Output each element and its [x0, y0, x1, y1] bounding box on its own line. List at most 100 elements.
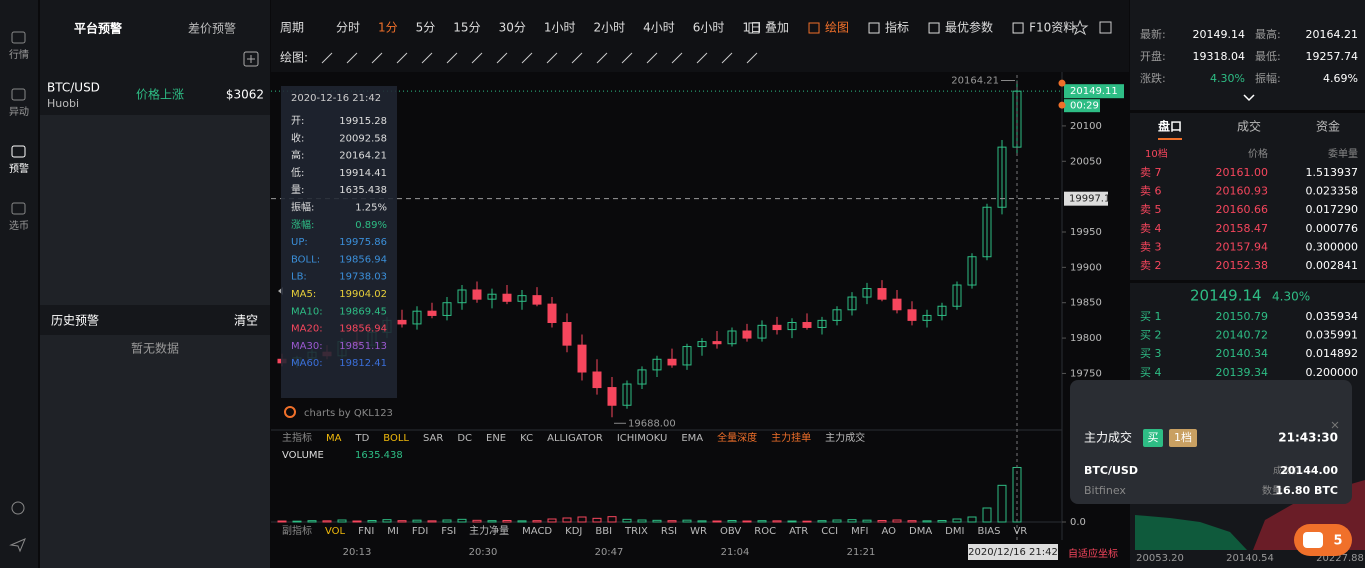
indicator-button[interactable]: KC — [520, 433, 533, 444]
indicator-button[interactable]: ATR — [789, 526, 808, 537]
action-button[interactable]: F10资料 — [1029, 21, 1075, 35]
indicator-button[interactable]: CCI — [821, 526, 838, 537]
draw-tool[interactable] — [371, 52, 383, 64]
indicator-button[interactable]: BIAS — [977, 526, 1000, 537]
nav-label[interactable]: 异动 — [9, 106, 29, 118]
period-button[interactable]: 15分 — [453, 21, 480, 35]
period-button[interactable]: 30分 — [499, 21, 526, 35]
indicator-button[interactable]: FNI — [358, 526, 374, 537]
tab[interactable]: 平台预警 — [74, 21, 122, 36]
draw-tool[interactable] — [646, 52, 658, 64]
indicator-button[interactable]: TRIX — [624, 526, 648, 537]
popup-side: 买 — [1148, 431, 1159, 444]
nav-icon[interactable] — [11, 202, 26, 215]
indicator-button[interactable]: DC — [457, 433, 472, 444]
indicator-button[interactable]: BBI — [595, 526, 612, 537]
draw-tool[interactable] — [621, 52, 633, 64]
draw-tool[interactable] — [446, 52, 458, 64]
nav-label[interactable]: 预警 — [9, 162, 29, 175]
draw-tool[interactable] — [421, 52, 433, 64]
nav-icon[interactable] — [11, 31, 26, 44]
draw-tool[interactable] — [746, 52, 758, 64]
market-tab[interactable]: 盘口 — [1158, 119, 1182, 134]
nav-label[interactable]: 选币 — [9, 219, 29, 232]
book-price: 20161.00 — [1216, 166, 1269, 179]
indicator-button[interactable]: ALLIGATOR — [547, 433, 603, 444]
fullscreen-icon[interactable] — [1099, 21, 1112, 34]
draw-tool[interactable] — [671, 52, 683, 64]
volume-bar — [562, 517, 572, 523]
indicator-button[interactable]: FDI — [412, 526, 428, 537]
indicator-button[interactable]: TD — [354, 433, 369, 444]
period-button[interactable]: 1分 — [378, 21, 398, 35]
close-icon[interactable] — [1331, 421, 1339, 429]
indicator-button[interactable]: ENE — [486, 433, 506, 444]
indicator-button[interactable]: 主力挂单 — [771, 431, 811, 444]
settings-icon[interactable] — [11, 501, 25, 515]
indicator-button[interactable]: ICHIMOKU — [617, 433, 668, 444]
send-icon[interactable] — [9, 538, 26, 553]
nav-icon[interactable] — [11, 88, 26, 101]
draw-tool[interactable] — [496, 52, 508, 64]
indicator-button[interactable]: DMA — [909, 526, 932, 537]
draw-tool[interactable] — [396, 52, 408, 64]
stat-value: 19318.04 — [1193, 50, 1246, 63]
market-tab[interactable]: 资金 — [1316, 119, 1340, 134]
indicator-button[interactable]: 主指标 — [282, 431, 312, 444]
indicator-button[interactable]: 副指标 — [282, 524, 312, 537]
indicator-button[interactable]: 主力成交 — [825, 431, 865, 444]
draw-tool[interactable] — [546, 52, 558, 64]
indicator-button[interactable]: BOLL — [383, 433, 409, 444]
indicator-button[interactable]: ROC — [754, 526, 776, 537]
draw-tool[interactable] — [596, 52, 608, 64]
nav-label[interactable]: 行情 — [9, 48, 29, 61]
clear-button[interactable]: 清空 — [234, 314, 258, 328]
indicator-button[interactable]: MACD — [522, 526, 552, 537]
period-button[interactable]: 1小时 — [544, 21, 576, 35]
indicator-button[interactable]: SAR — [423, 433, 443, 444]
action-button[interactable]: 最优参数 — [945, 20, 993, 35]
draw-tool[interactable] — [721, 52, 733, 64]
period-button[interactable]: 5分 — [416, 21, 436, 35]
indicator-button[interactable]: MA — [326, 433, 342, 444]
tab[interactable]: 差价预警 — [188, 21, 236, 36]
add-button[interactable] — [243, 51, 259, 67]
draw-tool[interactable] — [521, 52, 533, 64]
indicator-button[interactable]: 全量深度 — [717, 431, 757, 444]
action-button[interactable]: 叠加 — [765, 21, 789, 35]
indicator-button[interactable]: EMA — [681, 433, 703, 444]
nav-icon[interactable] — [11, 145, 26, 158]
depth-select[interactable]: 10档 — [1145, 147, 1168, 160]
period-button[interactable]: 2小时 — [594, 21, 626, 35]
indicator-button[interactable]: AO — [881, 526, 896, 537]
section-title: 历史预警 — [51, 313, 99, 328]
draw-tool[interactable] — [321, 52, 333, 64]
star-icon[interactable] — [1071, 19, 1089, 36]
period-button[interactable]: 4小时 — [643, 21, 675, 35]
auto-scale[interactable]: 自适应坐标 — [1068, 547, 1118, 560]
info-label: 开: — [291, 116, 304, 127]
indicator-button[interactable]: KDJ — [565, 526, 582, 537]
period-button[interactable]: 6小时 — [693, 21, 725, 35]
draw-tool[interactable] — [471, 52, 483, 64]
action-button[interactable]: 指标 — [885, 20, 909, 35]
indicator-button[interactable]: VOL — [325, 526, 346, 537]
draw-tool[interactable] — [696, 52, 708, 64]
indicator-button[interactable]: WR — [690, 526, 707, 537]
indicator-button[interactable]: DMI — [945, 526, 964, 537]
expand-icon[interactable] — [1243, 94, 1255, 102]
indicator-button[interactable]: 主力净量 — [469, 524, 509, 537]
draw-tool[interactable] — [346, 52, 358, 64]
period-button[interactable]: 分时 — [336, 21, 360, 35]
indicator-button[interactable]: MI — [387, 526, 399, 537]
action-button[interactable]: 绘图 — [825, 20, 849, 35]
y-tick-label: 19900 — [1070, 262, 1102, 273]
indicator-button[interactable]: VR — [1013, 526, 1027, 537]
draw-tool[interactable] — [571, 52, 583, 64]
market-tab[interactable]: 成交 — [1237, 119, 1261, 134]
indicator-button[interactable]: MFI — [851, 526, 868, 537]
indicator-button[interactable]: FSI — [441, 526, 456, 537]
indicator-button[interactable]: OBV — [720, 526, 741, 537]
period-button[interactable]: 1日 — [742, 21, 762, 35]
indicator-button[interactable]: RSI — [661, 526, 677, 537]
